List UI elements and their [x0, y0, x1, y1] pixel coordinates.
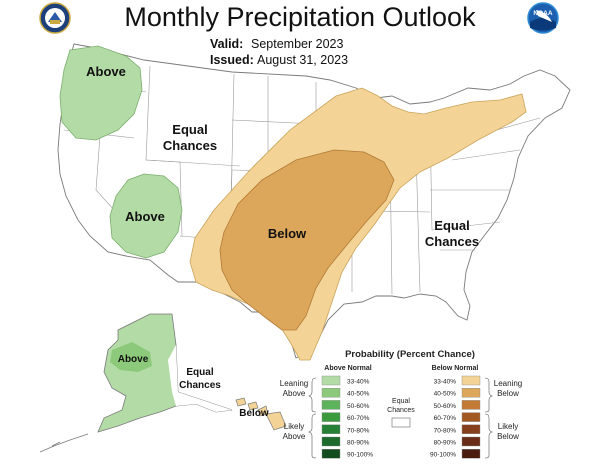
- issued-label: Issued:: [210, 53, 254, 67]
- legend-above-swatch-2: [321, 400, 341, 410]
- legend-below-swatch-6: [461, 449, 481, 459]
- legend-below-swatch-0: [461, 375, 481, 386]
- legend-likely-below-line1: Likely: [498, 422, 518, 431]
- legend-below-swatch-2: [461, 400, 481, 410]
- legend-above-swatch-4: [321, 424, 341, 434]
- alaska-equal-chances-area: [168, 345, 232, 412]
- legend-above-range-0: 33-40%: [347, 379, 370, 386]
- legend-above-range-6: 90-100%: [347, 452, 373, 459]
- legend-above-range-5: 80-90%: [347, 440, 370, 447]
- legend-above-swatch-5: [321, 436, 341, 447]
- legend-below-range-5: 80-90%: [434, 440, 457, 447]
- legend-equal-line2: Chances: [387, 407, 415, 414]
- legend-above-range-4: 70-80%: [347, 427, 370, 434]
- valid-value: September 2023: [251, 37, 343, 51]
- legend-below-range-1: 40-50%: [434, 391, 457, 398]
- alaska-above-40-50-area: [110, 342, 152, 372]
- map-title: Monthly Precipitation Outlook: [124, 2, 476, 32]
- legend-below-swatch-3: [461, 412, 481, 422]
- legend-likely-above-line1: Likely: [284, 422, 304, 431]
- legend-above-header: Above Normal: [324, 365, 372, 372]
- legend-below-swatch-5: [461, 436, 481, 447]
- noaa-logo-text: NOAA: [533, 10, 552, 17]
- region-label-below-hawaii: Below: [239, 408, 269, 419]
- region-label-below-central: Below: [268, 226, 307, 241]
- legend-below-swatches: 33-40% 40-50% 50-60% 60-70% 70-80% 80-90% 90-1…: [430, 375, 481, 459]
- legend-above-swatch-1: [321, 388, 341, 398]
- legend-above-swatch-3: [321, 412, 341, 422]
- legend-leaning-below-line2: Below: [497, 389, 519, 398]
- legend-likely-below-line2: Below: [497, 432, 519, 441]
- hawaii-islands: [235, 397, 287, 431]
- noaa-logo-icon: NOAA: [527, 2, 559, 34]
- legend-leaning-above-line2: Above: [283, 389, 306, 398]
- region-label-above-northwest: Above: [86, 64, 126, 79]
- alaska-islands: [39, 433, 89, 453]
- region-label-above-west: Above: [125, 209, 165, 224]
- legend-above-swatch-0: [321, 375, 341, 386]
- legend-title: Probability (Percent Chance): [345, 349, 475, 360]
- legend-above-range-2: 50-60%: [347, 403, 370, 410]
- below-normal-40-50-region: [219, 149, 395, 331]
- region-label-above-alaska: Above: [118, 354, 149, 365]
- region-label-equal-chances-alaska: Equal: [186, 367, 213, 378]
- legend-above-swatch-6: [321, 449, 341, 459]
- issued-value: August 31, 2023: [257, 53, 348, 67]
- region-label-equal-chances-west: Equal: [172, 122, 207, 137]
- probability-legend: Probability (Percent Chance) Above Norma…: [280, 349, 522, 459]
- above-normal-west-region: [109, 173, 183, 259]
- region-label-equal-chances-west-line2: Chances: [163, 138, 217, 153]
- legend-equal-line1: Equal: [392, 398, 410, 405]
- legend-below-swatch-1: [461, 388, 481, 398]
- commerce-seal-icon: [39, 2, 71, 34]
- legend-below-range-0: 33-40%: [434, 379, 457, 386]
- legend-leaning-below-line1: Leaning: [494, 379, 522, 388]
- legend-below-range-2: 50-60%: [434, 403, 457, 410]
- legend-above-swatches: 33-40% 40-50% 50-60% 60-70% 70-80% 80-90% 90-1…: [321, 375, 373, 459]
- legend-equal-swatch: [391, 417, 411, 428]
- legend-below-range-3: 60-70%: [434, 415, 457, 422]
- legend-below-range-4: 70-80%: [434, 427, 457, 434]
- legend-below-header: Below Normal: [432, 365, 479, 372]
- legend-brace-likely-below: [484, 413, 493, 459]
- valid-label: Valid:: [210, 37, 243, 51]
- legend-above-range-3: 60-70%: [347, 415, 370, 422]
- above-normal-northwest-region: [59, 45, 143, 141]
- region-label-equal-chances-east-line2: Chances: [425, 234, 479, 249]
- legend-above-range-1: 40-50%: [347, 391, 370, 398]
- legend-below-swatch-4: [461, 424, 481, 434]
- legend-brace-likely-above: [308, 413, 317, 459]
- region-label-equal-chances-east: Equal: [434, 218, 469, 233]
- legend-likely-above-line2: Above: [283, 432, 306, 441]
- legend-below-range-6: 90-100%: [430, 452, 456, 459]
- region-label-equal-chances-alaska-line2: Chances: [179, 380, 221, 391]
- legend-brace-leaning-below: [484, 377, 493, 413]
- legend-leaning-above-line1: Leaning: [280, 379, 308, 388]
- legend-brace-leaning-above: [308, 377, 317, 413]
